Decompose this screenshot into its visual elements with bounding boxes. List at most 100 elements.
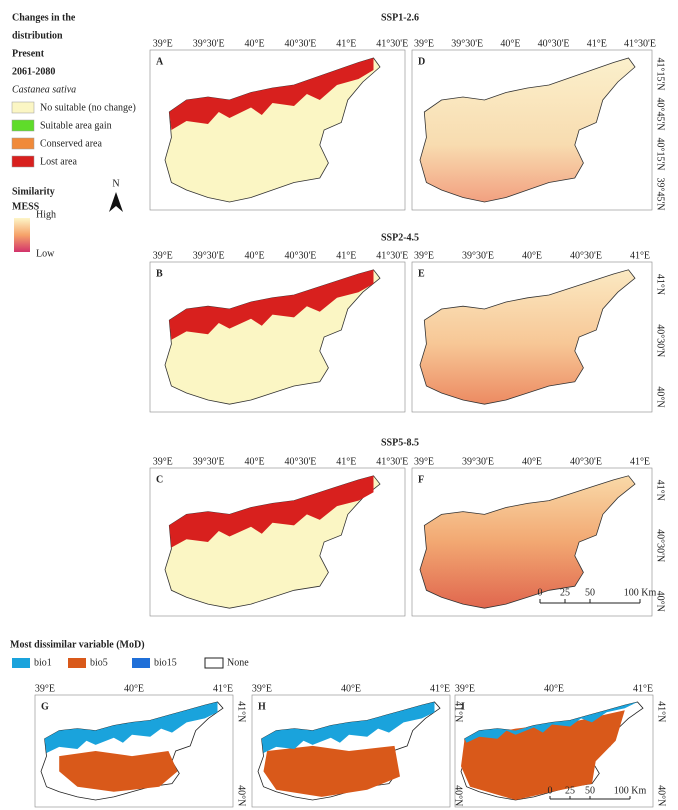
x-coord-label: 39°E bbox=[153, 250, 173, 261]
x-coord-label: 41°30'E bbox=[376, 456, 408, 467]
x-coord-label: 41°30'E bbox=[376, 250, 408, 261]
x-coord-label: 41°30'E bbox=[376, 38, 408, 49]
legend-swatch bbox=[11, 137, 35, 150]
mess-title: Similarity bbox=[12, 186, 55, 197]
legend-swatch bbox=[11, 155, 35, 168]
mod-swatch bbox=[204, 657, 224, 669]
lost-area bbox=[169, 269, 374, 340]
map-frame bbox=[454, 694, 654, 808]
x-coord-label: 40°30'E bbox=[284, 38, 316, 49]
x-coord-label: 39°30'E bbox=[462, 250, 494, 261]
x-coord-label: 40°E bbox=[500, 38, 520, 49]
y-coord-label: 41°15'N bbox=[655, 57, 666, 90]
x-coord-label: 39°30'E bbox=[193, 456, 225, 467]
mod-label: bio1 bbox=[34, 657, 52, 668]
mess-high: High bbox=[36, 209, 56, 220]
legend-label: Conserved area bbox=[40, 138, 102, 149]
scale-label: 100 Km bbox=[614, 785, 647, 796]
panel-letter: F bbox=[418, 474, 424, 485]
x-coord-label: 41°E bbox=[336, 250, 356, 261]
panel-letter: A bbox=[156, 56, 164, 67]
lost-area bbox=[169, 475, 374, 548]
y-coord-label: 40°30'N bbox=[655, 324, 666, 357]
legend-label: Suitable area gain bbox=[40, 120, 112, 131]
y-coord-label: 41°N bbox=[656, 701, 667, 722]
bio5-area bbox=[263, 745, 400, 797]
x-coord-label: 39°E bbox=[414, 250, 434, 261]
y-coord-label: 40°N bbox=[656, 785, 667, 806]
y-coord-label: 41°N bbox=[453, 701, 464, 722]
panel-letter: C bbox=[156, 474, 163, 485]
x-coord-label: 40°E bbox=[341, 683, 361, 694]
x-coord-label: 41°E bbox=[587, 38, 607, 49]
mess-title: MESS bbox=[12, 201, 40, 212]
y-coord-label: 41°N bbox=[655, 274, 666, 295]
scale-label: 25 bbox=[565, 785, 575, 796]
panel-letter: B bbox=[156, 268, 163, 279]
legend-label: Lost area bbox=[40, 156, 77, 167]
map-frame bbox=[411, 49, 653, 211]
y-coord-label: 40°N bbox=[655, 591, 666, 612]
x-coord-label: 40°30'E bbox=[284, 456, 316, 467]
x-coord-label: 39°E bbox=[414, 38, 434, 49]
mod-swatch bbox=[68, 658, 86, 668]
x-coord-label: 39°30'E bbox=[193, 38, 225, 49]
x-coord-label: 39°E bbox=[414, 456, 434, 467]
y-coord-label: 40°45'N bbox=[655, 97, 666, 130]
bio1-area bbox=[44, 702, 218, 753]
x-coord-label: 40°E bbox=[544, 683, 564, 694]
y-coord-label: 40°N bbox=[453, 785, 464, 806]
x-coord-label: 39°E bbox=[455, 683, 475, 694]
lost-area bbox=[169, 58, 374, 130]
x-coord-label: 41°E bbox=[633, 683, 653, 694]
x-coord-label: 41°E bbox=[213, 683, 233, 694]
x-coord-label: 40°30'E bbox=[570, 250, 602, 261]
panel-letter: G bbox=[41, 701, 49, 712]
x-coord-label: 41°30'E bbox=[624, 38, 656, 49]
mod-swatch bbox=[12, 658, 30, 668]
x-coord-label: 40°E bbox=[124, 683, 144, 694]
x-coord-label: 41°E bbox=[336, 38, 356, 49]
map-frame bbox=[411, 467, 653, 617]
legend-title: Changes in the bbox=[12, 12, 76, 23]
x-coord-label: 41°E bbox=[430, 683, 450, 694]
mess-ramp bbox=[14, 218, 30, 252]
map-frame bbox=[34, 694, 234, 808]
x-coord-label: 41°E bbox=[336, 456, 356, 467]
mod-label: None bbox=[227, 657, 249, 668]
x-coord-label: 39°E bbox=[153, 456, 173, 467]
mod-label: bio5 bbox=[90, 657, 108, 668]
legend-swatch bbox=[11, 119, 35, 132]
mess-region bbox=[419, 269, 636, 405]
y-coord-label: 40°15'N bbox=[655, 137, 666, 170]
legend-title: 2061-2080 bbox=[12, 66, 55, 77]
x-coord-label: 40°E bbox=[522, 456, 542, 467]
x-coord-label: 39°30'E bbox=[451, 38, 483, 49]
panel-letter: E bbox=[418, 268, 425, 279]
scale-label: 50 bbox=[585, 587, 595, 598]
y-coord-label: 40°30'N bbox=[655, 529, 666, 562]
x-coord-label: 40°E bbox=[522, 250, 542, 261]
x-coord-label: 40°E bbox=[244, 456, 264, 467]
scale-label: 0 bbox=[548, 785, 553, 796]
bio5-area bbox=[59, 751, 178, 792]
map-frame bbox=[149, 261, 406, 413]
x-coord-label: 39°E bbox=[252, 683, 272, 694]
legend-title: Present bbox=[12, 48, 45, 59]
scenario-title: SSP2-4.5 bbox=[381, 232, 419, 243]
map-frame bbox=[251, 694, 451, 808]
y-coord-label: 40°N bbox=[655, 386, 666, 407]
map-frame bbox=[149, 49, 406, 211]
x-coord-label: 41°E bbox=[630, 250, 650, 261]
x-coord-label: 40°30'E bbox=[538, 38, 570, 49]
mess-region bbox=[419, 475, 636, 609]
panel-letter: D bbox=[418, 56, 425, 67]
x-coord-label: 41°E bbox=[630, 456, 650, 467]
mess-low: Low bbox=[36, 248, 55, 259]
scale-label: 50 bbox=[585, 785, 595, 796]
x-coord-label: 40°E bbox=[244, 250, 264, 261]
y-coord-label: 41°N bbox=[236, 701, 247, 722]
y-coord-label: 39°45'N bbox=[655, 177, 666, 210]
y-coord-label: 41°N bbox=[655, 480, 666, 501]
